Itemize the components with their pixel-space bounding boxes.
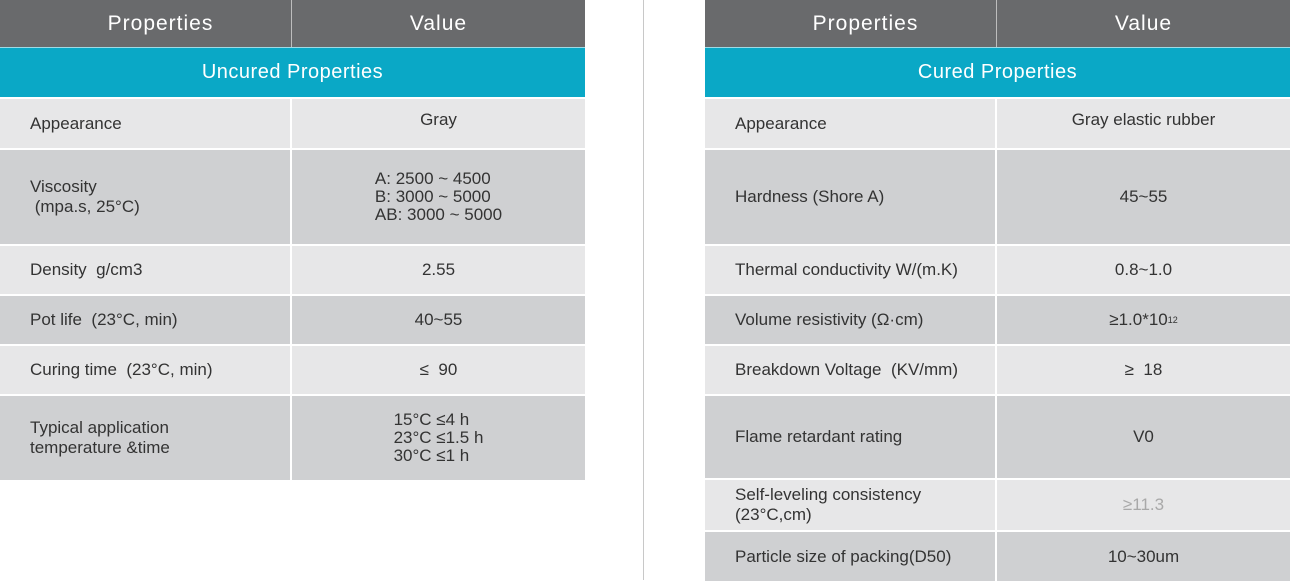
row-value: 40~55 [414,310,463,329]
row-label: Breakdown Voltage (KV/mm) [705,346,997,394]
table-row: Curing time (23°C, min) ≤ 90 [0,344,585,394]
row-value: ≥11.3 [1122,495,1165,514]
section-heading-cured: Cured Properties [705,47,1290,97]
row-value: 2.55 [421,260,456,279]
cured-properties-table: Properties Value Cured Properties Appear… [705,0,1290,581]
header-value: Value [1114,11,1173,35]
table-row: Viscosity (mpa.s, 25°C) A: 2500 ~ 4500 B:… [0,148,585,244]
table-row: Flame retardant rating V0 [705,394,1290,478]
table-header: Properties Value [705,0,1290,47]
table-row: Pot life (23°C, min) 40~55 [0,294,585,344]
row-value: Gray elastic rubber [1071,110,1216,129]
row-value: 45~55 [1119,187,1168,206]
row-value: A: 2500 ~ 4500 B: 3000 ~ 5000 AB: 3000 ~ 5… [374,169,503,224]
row-value: 15°C ≤4 h 23°C ≤1.5 h 30°C ≤1 h [393,410,484,465]
row-label: Thermal conductivity W/(m.K) [705,246,997,294]
row-label: Typical application temperature &time [0,396,292,480]
row-label: Hardness (Shore A) [705,150,997,244]
table-header: Properties Value [0,0,585,47]
row-label: Viscosity (mpa.s, 25°C) [0,150,292,244]
table-row: Volume resistivity (Ω·cm) ≥1.0*10 12 [705,294,1290,344]
row-label: Flame retardant rating [705,396,997,478]
table-row: Breakdown Voltage (KV/mm) ≥ 18 [705,344,1290,394]
row-value: ≤ 90 [419,360,458,379]
row-label: Self-leveling consistency (23°C,cm) [705,480,997,530]
row-value: ≥1.0*10 12 [1109,310,1178,329]
table-row: Hardness (Shore A) 45~55 [705,148,1290,244]
uncured-properties-table: Properties Value Uncured Properties Appe… [0,0,585,480]
table-row: Appearance Gray elastic rubber [705,97,1290,148]
column-divider [643,0,644,580]
table-row: Appearance Gray [0,97,585,148]
row-label: Volume resistivity (Ω·cm) [705,296,997,344]
row-label: Density g/cm3 [0,246,292,294]
row-value: V0 [1133,427,1154,446]
table-row: Typical application temperature &time 15°… [0,394,585,480]
row-value: 0.8~1.0 [1114,260,1173,279]
row-value: ≥ 18 [1124,360,1163,379]
row-label: Appearance [0,99,292,148]
table-row: Density g/cm3 2.55 [0,244,585,294]
row-label: Particle size of packing(D50) [705,532,997,581]
table-row: Thermal conductivity W/(m.K) 0.8~1.0 [705,244,1290,294]
table-row: Self-leveling consistency (23°C,cm) ≥11.3 [705,478,1290,530]
table-row: Particle size of packing(D50) 10~30um [705,530,1290,581]
row-label: Appearance [705,99,997,148]
header-value: Value [409,11,468,35]
row-value: 10~30um [1107,546,1180,566]
row-label: Pot life (23°C, min) [0,296,292,344]
header-properties: Properties [0,0,292,47]
row-value: Gray [420,110,457,129]
header-properties: Properties [705,0,997,47]
row-label: Curing time (23°C, min) [0,346,292,394]
section-heading-uncured: Uncured Properties [0,47,585,97]
